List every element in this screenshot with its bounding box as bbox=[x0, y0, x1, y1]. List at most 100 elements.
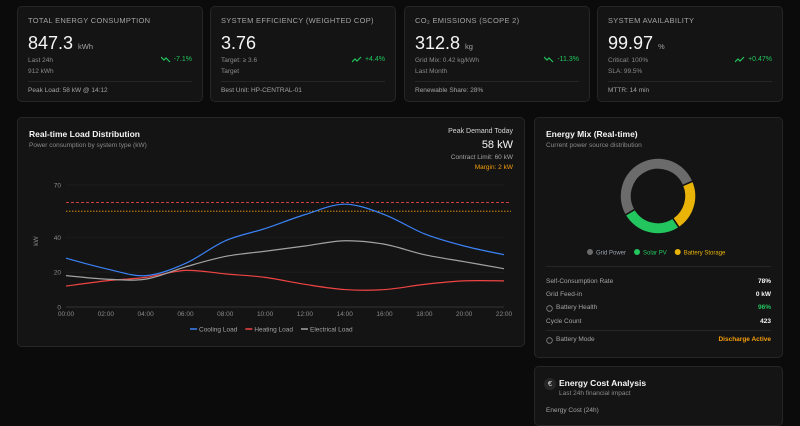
contract-limit: Contract Limit: 60 kW bbox=[450, 154, 513, 161]
stat-icon bbox=[546, 337, 553, 344]
trend-icon bbox=[735, 56, 745, 63]
line-chart: 0 20 40 70 kW 00:00 02:00 04:00 06:00 08:00 10:00 1… bbox=[33, 183, 513, 334]
kpi-change: +4.4% bbox=[351, 56, 385, 63]
x-tick-label: 12:00 bbox=[297, 311, 314, 318]
divider bbox=[608, 81, 772, 82]
legend-dot bbox=[587, 249, 593, 255]
series-line bbox=[65, 203, 505, 277]
kpi-detail: SLA: 99.5% bbox=[608, 68, 643, 75]
x-tick-label: 14:00 bbox=[337, 311, 354, 318]
kpi-value-row: 3.76 bbox=[221, 33, 256, 54]
kpi-label: SYSTEM AVAILABILITY bbox=[608, 16, 695, 25]
kpi-card: SYSTEM EFFICIENCY (WEIGHTED COP) 3.76 Targ… bbox=[210, 6, 396, 102]
trend-line bbox=[735, 56, 745, 63]
kpi-detail: Critical: 100% bbox=[608, 57, 649, 64]
card-title: Energy Cost Analysis bbox=[559, 378, 647, 388]
kpi-value: 3.76 bbox=[221, 33, 257, 53]
divider bbox=[546, 330, 771, 331]
kpi-value: 312.8 bbox=[415, 33, 461, 53]
kpi-change: -11.3% bbox=[544, 56, 579, 63]
trend-icon bbox=[160, 56, 171, 63]
y-tick-label: 20 bbox=[54, 270, 62, 277]
kpi-footer: Renewable Share: 28% bbox=[415, 87, 484, 94]
kpi-label: CO₂ EMISSIONS (SCOPE 2) bbox=[415, 16, 520, 25]
y-tick-label: 70 bbox=[54, 183, 62, 190]
donut-segment bbox=[624, 208, 681, 235]
kpi-detail: Last Month bbox=[415, 68, 448, 75]
stat-label: Battery Mode bbox=[556, 336, 595, 343]
cost-row-label: Energy Cost (24h) bbox=[546, 407, 599, 414]
trend-line bbox=[544, 56, 554, 63]
kpi-detail: Grid Mix: 0.42 kg/kWh bbox=[415, 57, 479, 64]
stat-label: Battery Health bbox=[556, 304, 598, 311]
divider bbox=[546, 266, 771, 267]
kpi-card: TOTAL ENERGY CONSUMPTION 847.3 kWh Last 24h… bbox=[17, 6, 203, 102]
stat-value: 423 bbox=[760, 318, 771, 325]
kpi-detail: 912 kWh bbox=[28, 68, 54, 75]
kpi-label: TOTAL ENERGY CONSUMPTION bbox=[28, 16, 151, 25]
kpi-footer: Best Unit: HP-CENTRAL-01 bbox=[221, 87, 302, 94]
kpi-value-row: 99.97% bbox=[608, 33, 665, 54]
y-axis-label: kW bbox=[33, 235, 40, 245]
series-line bbox=[65, 269, 505, 291]
legend-label: Heating Load bbox=[254, 327, 293, 334]
kpi-unit: kWh bbox=[78, 42, 94, 51]
kpi-change-text: -7.1% bbox=[173, 56, 192, 63]
stat-label: Grid Feed-in bbox=[546, 291, 583, 298]
divider bbox=[415, 81, 579, 82]
series-line bbox=[65, 240, 505, 281]
trend-line bbox=[160, 56, 171, 63]
cost-card: € Energy Cost Analysis Last 24h financial … bbox=[534, 366, 783, 426]
kpi-value-row: 847.3 kWh bbox=[28, 33, 93, 54]
x-tick-label: 16:00 bbox=[376, 311, 393, 318]
energy-mix-card: Energy Mix (Real-time) Current power sour… bbox=[534, 117, 783, 358]
card-subtitle: Last 24h financial impact bbox=[559, 390, 631, 397]
legend-label: Grid Power bbox=[596, 251, 626, 257]
peak-label: Peak Demand Today bbox=[448, 128, 513, 135]
trend-icon bbox=[544, 56, 554, 63]
chart-subtitle: Current power source distribution bbox=[546, 142, 642, 149]
kpi-detail: Target: ≥ 3.6 bbox=[221, 57, 258, 64]
kpi-footer: Peak Load: 58 kW @ 14:12 bbox=[28, 87, 108, 94]
stat-value: Discharge Active bbox=[718, 336, 771, 343]
stat-label: Cycle Count bbox=[546, 318, 582, 325]
kpi-change: +0.47% bbox=[735, 56, 772, 63]
x-tick-label: 04:00 bbox=[137, 311, 154, 318]
kpi-change-text: -11.3% bbox=[557, 56, 579, 63]
kpi-unit: kg bbox=[465, 42, 473, 51]
kpi-change: -7.1% bbox=[160, 56, 192, 63]
kpi-label: SYSTEM EFFICIENCY (WEIGHTED COP) bbox=[221, 16, 374, 25]
x-tick-label: 02:00 bbox=[98, 311, 115, 318]
kpi-change-text: +4.4% bbox=[364, 56, 385, 63]
peak-value: 58 kW bbox=[481, 139, 513, 151]
kpi-detail: Target bbox=[221, 68, 240, 75]
chart-title: Real-time Load Distribution bbox=[29, 129, 140, 139]
legend-label: Battery Storage bbox=[684, 251, 726, 257]
divider bbox=[221, 81, 385, 82]
kpi-card: SYSTEM AVAILABILITY 99.97% Critical: 100% S… bbox=[597, 6, 783, 102]
chart-title: Energy Mix (Real-time) bbox=[546, 129, 638, 139]
dashboard: TOTAL ENERGY CONSUMPTION 847.3 kWh Last 24h… bbox=[17, 6, 783, 426]
kpi-unit: % bbox=[658, 42, 665, 51]
y-tick-label: 0 bbox=[57, 305, 61, 312]
x-tick-label: 22:00 bbox=[496, 311, 513, 318]
stat-icon bbox=[546, 305, 553, 312]
x-tick-label: 06:00 bbox=[177, 311, 194, 318]
kpi-value-row: 312.8 kg bbox=[415, 33, 473, 54]
legend-dot bbox=[634, 249, 641, 255]
x-tick-label: 20:00 bbox=[456, 311, 473, 318]
icon-shape bbox=[546, 305, 553, 312]
y-tick-label: 40 bbox=[54, 235, 62, 242]
stat-value: 78% bbox=[757, 278, 771, 285]
x-tick-label: 10:00 bbox=[257, 311, 274, 318]
legend-dot bbox=[674, 249, 681, 255]
stat-value: 0 kW bbox=[755, 291, 771, 298]
kpi-footer: MTTR: 14 min bbox=[608, 87, 650, 94]
donut-segment bbox=[671, 180, 697, 229]
kpi-change-text: +0.47% bbox=[748, 56, 772, 63]
legend-label: Solar PV bbox=[643, 251, 667, 257]
icon-shape bbox=[546, 337, 553, 344]
stat-label: Self-Consumption Rate bbox=[546, 278, 614, 285]
kpi-card: CO₂ EMISSIONS (SCOPE 2) 312.8 kg Grid Mix: … bbox=[404, 6, 590, 102]
margin: Margin: 2 kW bbox=[474, 164, 513, 171]
